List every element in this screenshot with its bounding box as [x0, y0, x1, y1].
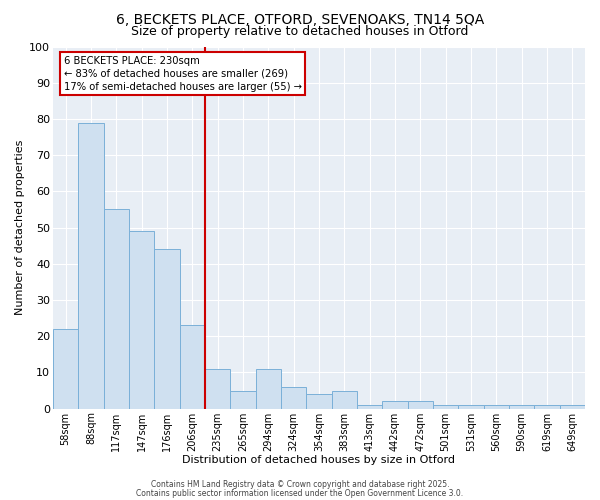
Bar	[433, 405, 458, 408]
Bar	[307, 394, 332, 408]
Bar	[281, 387, 307, 408]
Text: 6, BECKETS PLACE, OTFORD, SEVENOAKS, TN14 5QA: 6, BECKETS PLACE, OTFORD, SEVENOAKS, TN1…	[116, 12, 484, 26]
Bar	[230, 390, 256, 408]
Bar	[256, 369, 281, 408]
Bar	[458, 405, 484, 408]
Bar	[535, 405, 560, 408]
Bar	[53, 329, 78, 408]
X-axis label: Distribution of detached houses by size in Otford: Distribution of detached houses by size …	[182, 455, 455, 465]
Bar	[104, 210, 129, 408]
Bar	[78, 122, 104, 408]
Text: Size of property relative to detached houses in Otford: Size of property relative to detached ho…	[131, 25, 469, 38]
Text: Contains public sector information licensed under the Open Government Licence 3.: Contains public sector information licen…	[136, 488, 464, 498]
Bar	[129, 231, 154, 408]
Text: 6 BECKETS PLACE: 230sqm
← 83% of detached houses are smaller (269)
17% of semi-d: 6 BECKETS PLACE: 230sqm ← 83% of detache…	[64, 56, 302, 92]
Bar	[484, 405, 509, 408]
Bar	[154, 250, 179, 408]
Bar	[332, 390, 357, 408]
Bar	[407, 402, 433, 408]
Bar	[382, 402, 407, 408]
Bar	[357, 405, 382, 408]
Bar	[179, 326, 205, 408]
Bar	[509, 405, 535, 408]
Y-axis label: Number of detached properties: Number of detached properties	[15, 140, 25, 316]
Bar	[560, 405, 585, 408]
Bar	[205, 369, 230, 408]
Text: Contains HM Land Registry data © Crown copyright and database right 2025.: Contains HM Land Registry data © Crown c…	[151, 480, 449, 489]
